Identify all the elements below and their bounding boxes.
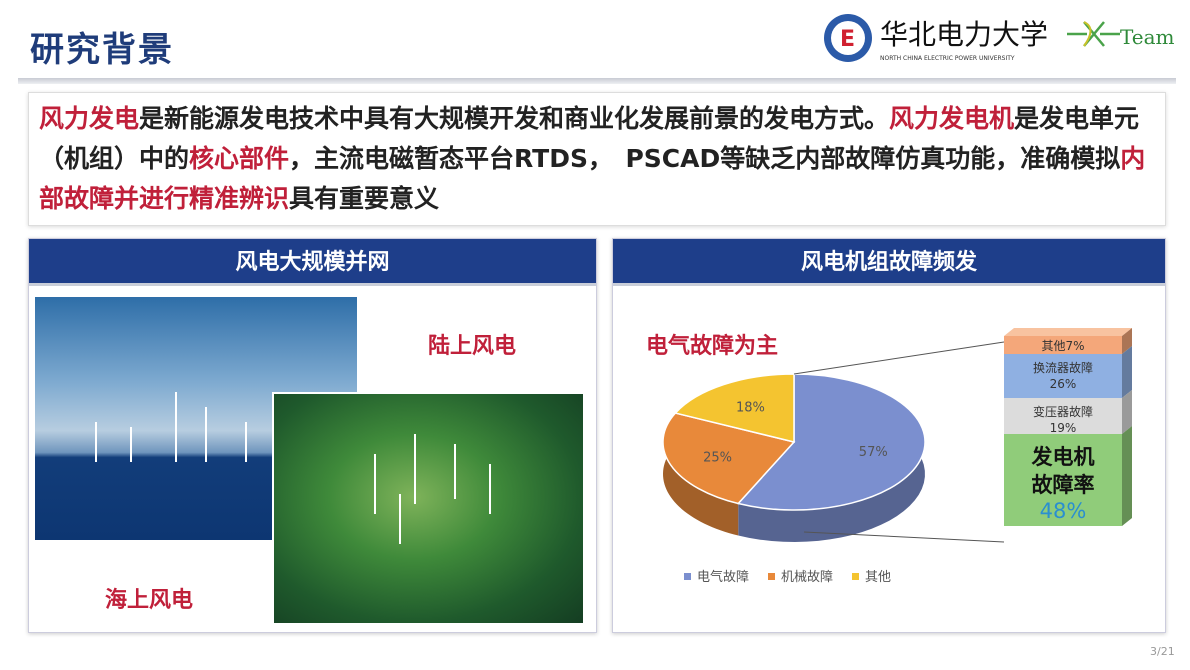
onshore-wind-photo xyxy=(272,392,585,625)
pie-data-label: 57% xyxy=(859,445,888,460)
breakdown-label: 变压器故障 xyxy=(1033,404,1093,419)
chart-subtitle: 电气故障为主 xyxy=(646,334,779,359)
pie-side-1 xyxy=(663,413,739,536)
legend-label: 其他 xyxy=(865,570,891,585)
legend-label: 机械故障 xyxy=(781,570,833,585)
breakdown-pct: 26% xyxy=(1050,377,1077,391)
university-en: NORTH CHINA ELECTRIC POWER UNIVERSITY xyxy=(880,55,1015,62)
breakdown-label: 其他7% xyxy=(1041,339,1084,353)
university-cn: 华北电力大学 xyxy=(880,18,1048,51)
legend-swatch xyxy=(684,573,691,580)
breakdown-segment xyxy=(1004,434,1122,526)
text: ，主流电磁暂态平台RTDS， PSCAD等缺乏内部故障仿真功能，准确模拟 xyxy=(289,144,1121,173)
breakdown-segment xyxy=(1004,398,1122,434)
connector-line xyxy=(793,341,1005,375)
generator-label: 发电机 xyxy=(1031,445,1095,469)
offshore-label: 海上风电 xyxy=(105,588,194,613)
pie-slice-电气故障 xyxy=(736,373,926,511)
generator-pct: 48% xyxy=(1040,499,1087,523)
team-name: Team xyxy=(1120,25,1175,49)
text: 具有重要意义 xyxy=(289,184,440,213)
pie-slice-机械故障 xyxy=(662,412,796,505)
left-panel-header: 风电大规模并网 xyxy=(29,239,596,286)
breakdown-label: 换流器故障 xyxy=(1033,360,1093,375)
right-panel-header: 风电机组故障频发 xyxy=(613,239,1165,286)
text: 是发电单元（机组）中的 xyxy=(39,104,1140,173)
highlight: 核心部件 xyxy=(189,144,290,173)
pie-slice-其他 xyxy=(674,373,795,443)
generator-label: 故障率 xyxy=(1032,473,1095,497)
legend-swatch xyxy=(768,573,775,580)
pie-data-label: 18% xyxy=(736,400,765,415)
logo: E 华北电力大学 NORTH CHINA ELECTRIC POWER UNIV… xyxy=(822,8,1182,68)
breakdown-pct: 19% xyxy=(1050,421,1077,435)
page-title: 研究背景 xyxy=(30,30,174,70)
svg-text:E: E xyxy=(840,27,855,52)
highlight: 内部故障并进行精准辨识 xyxy=(39,144,1146,213)
pie-data-label: 25% xyxy=(703,450,732,465)
breakdown-segment xyxy=(1004,336,1122,354)
highlight: 风力发电 xyxy=(39,104,140,133)
intro-text-box: 风力发电是新能源发电技术中具有大规模开发和商业化发展前景的发电方式。风力发电机是… xyxy=(28,92,1166,226)
highlight: 风力发电机 xyxy=(889,104,1015,133)
page-number: 3/21 xyxy=(1150,645,1175,658)
onshore-label: 陆上风电 xyxy=(428,334,517,359)
text: 是新能源发电技术中具有大规模开发和商业化发展前景的发电方式。 xyxy=(139,104,890,133)
legend-swatch xyxy=(852,573,859,580)
breakdown-segment xyxy=(1004,354,1122,398)
legend-label: 电气故障 xyxy=(697,569,749,585)
title-divider xyxy=(18,78,1176,84)
connector-line xyxy=(803,531,1005,543)
